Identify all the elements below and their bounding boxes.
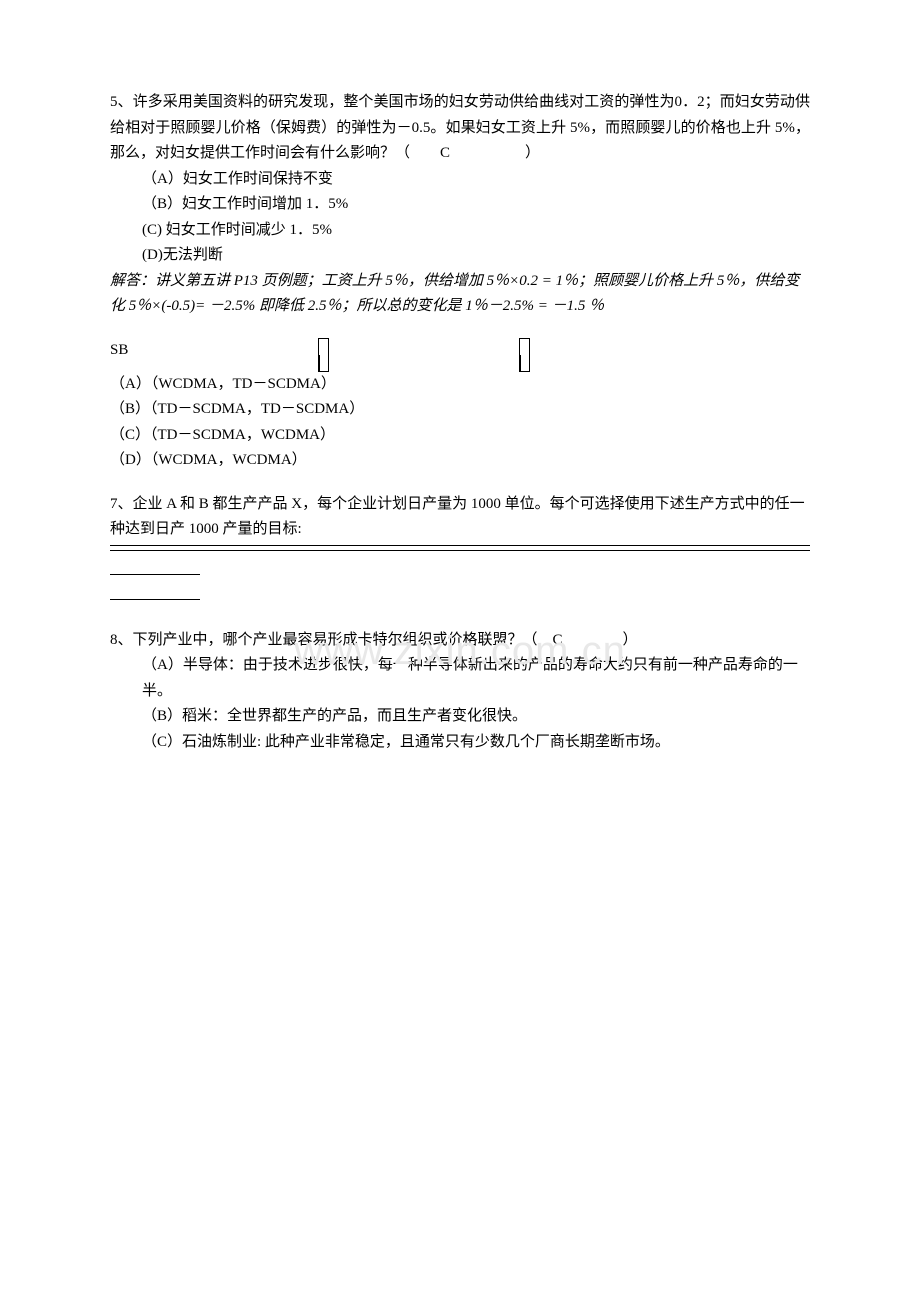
game-theory-section: SB bbox=[110, 338, 810, 474]
question-7: 7、企业 A 和 B 都生产产品 X，每个企业计划日产量为 1000 单位。每个… bbox=[110, 492, 810, 610]
q5-option-d: (D)无法判断 bbox=[110, 243, 810, 269]
sb-label: SB bbox=[110, 338, 128, 372]
q5-option-a: （A）妇女工作时间保持不变 bbox=[110, 167, 810, 193]
q8-text: 8、下列产业中，哪个产业最容易形成卡特尔组织或价格联盟？（ C ） bbox=[110, 628, 810, 654]
question-8: 8、下列产业中，哪个产业最容易形成卡特尔组织或价格联盟？（ C ） （A）半导体… bbox=[110, 628, 810, 756]
payoff-cell-1-0 bbox=[520, 339, 529, 355]
payoff-grid-tdscdma bbox=[519, 338, 530, 372]
payoff-header: SB bbox=[110, 338, 430, 372]
q8-option-a: （A）半导体：由于技术进步很快，每一种半导体新出来的产品的寿命大约只有前一种产品… bbox=[110, 653, 810, 704]
q8-option-c: （C）石油炼制业: 此种产业非常稳定，且通常只有少数几个厂商长期垄断市场。 bbox=[110, 730, 810, 756]
opt-c: （C）（TD－SCDMA，WCDMA） bbox=[110, 423, 800, 449]
question-5: 5、许多采用美国资料的研究发现，整个美国市场的妇女劳动供给曲线对工资的弹性为0．… bbox=[110, 90, 810, 320]
q6-opts-list: （A）（WCDMA，TD－SCDMA） （B）（TD－SCDMA，TD－SCDM… bbox=[110, 372, 800, 474]
q7-sub1-blank bbox=[110, 574, 200, 575]
game-theory-left: SB bbox=[110, 338, 810, 474]
opt-b: （B）（TD－SCDMA，TD－SCDMA） bbox=[110, 397, 800, 423]
game-theory-right: SB bbox=[110, 338, 430, 372]
payoff-cell-0-0 bbox=[319, 339, 328, 355]
q5-option-b: （B）妇女工作时间增加 1．5% bbox=[110, 192, 810, 218]
payoff-cell-0-1 bbox=[319, 355, 328, 371]
opt-a: （A）（WCDMA，TD－SCDMA） bbox=[110, 372, 800, 398]
q6-intro-wrap: SB bbox=[110, 338, 810, 474]
q7-intro: 7、企业 A 和 B 都生产产品 X，每个企业计划日产量为 1000 单位。每个… bbox=[110, 492, 810, 543]
question-6: SB bbox=[110, 338, 810, 474]
payoff-cell-1-1 bbox=[520, 355, 529, 371]
q7-sub1 bbox=[110, 559, 810, 585]
main-content: 5、许多采用美国资料的研究发现，整个美国市场的妇女劳动供给曲线对工资的弹性为0．… bbox=[110, 90, 810, 755]
q7-sub2-blank bbox=[110, 599, 200, 600]
q5-option-c: (C) 妇女工作时间减少 1．5% bbox=[110, 218, 810, 244]
q5-explanation: 解答：讲义第五讲 P13 页例题；工资上升 5％，供给增加 5％×0.2 = 1… bbox=[110, 269, 810, 320]
payoff-grid-wcdma bbox=[318, 338, 329, 372]
payoff-row-wcdma bbox=[128, 338, 530, 372]
q7-sub2 bbox=[110, 584, 810, 610]
opt-d: （D）（WCDMA，WCDMA） bbox=[110, 448, 800, 474]
payoff-row-tdscdma bbox=[329, 338, 530, 372]
production-table-q7 bbox=[110, 545, 810, 559]
q5-intro: 5、许多采用美国资料的研究发现，整个美国市场的妇女劳动供给曲线对工资的弹性为0．… bbox=[110, 90, 810, 167]
q8-option-b: （B）稻米：全世界都生产的产品，而且生产者变化很快。 bbox=[110, 704, 810, 730]
